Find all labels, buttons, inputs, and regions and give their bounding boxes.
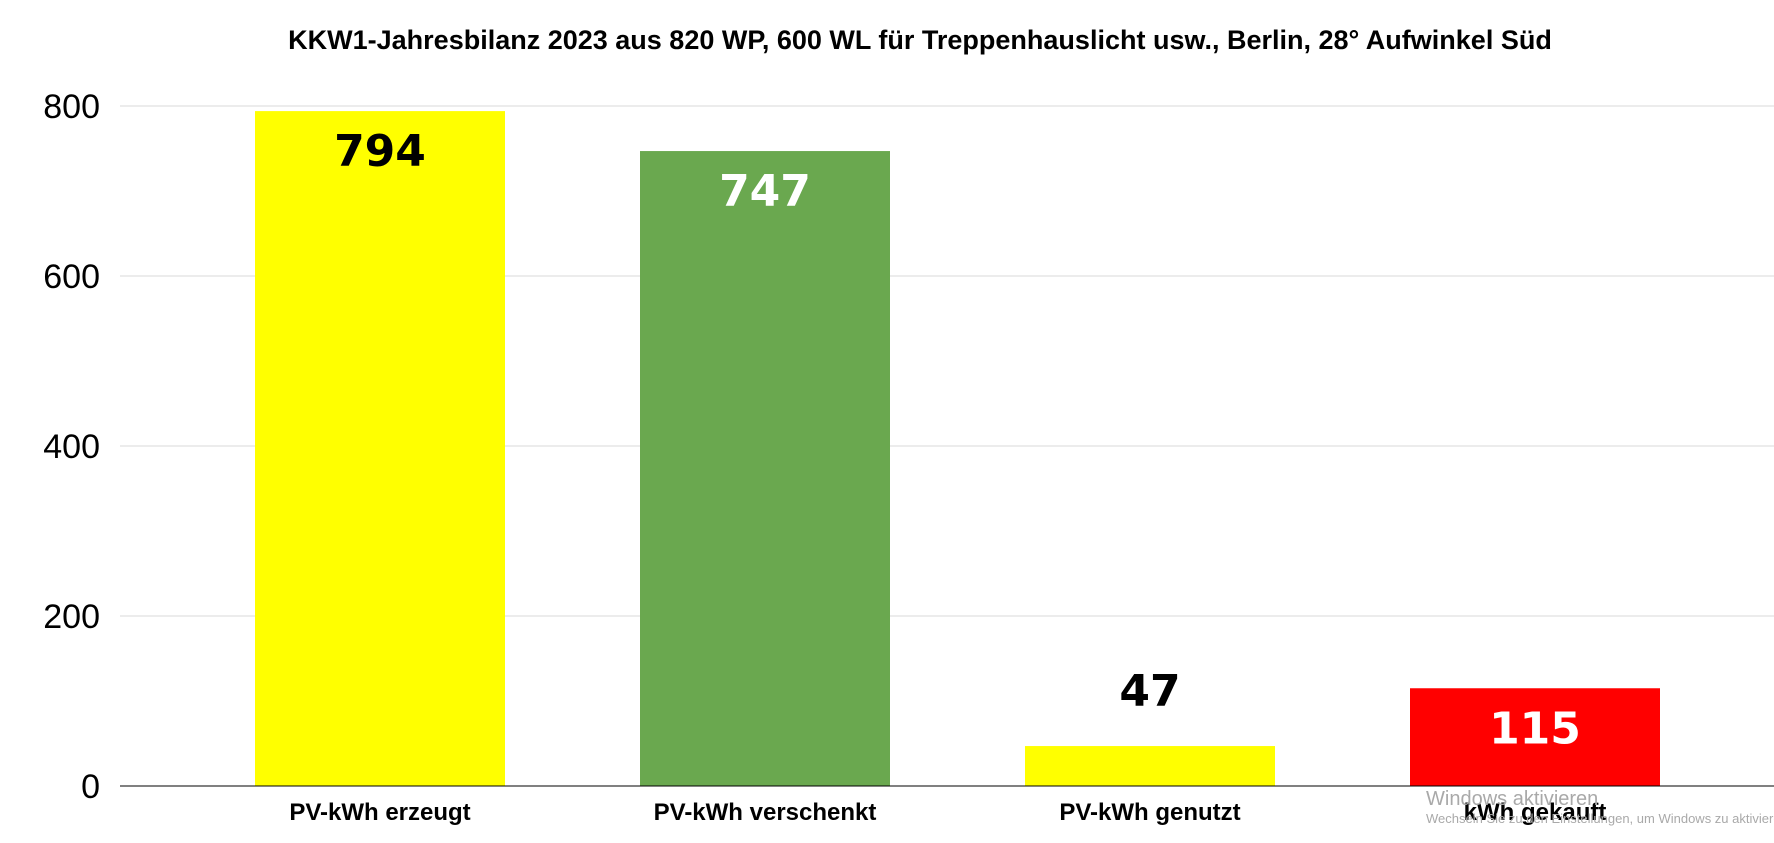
data-label: 115 [1489, 703, 1581, 754]
category-labels: PV-kWh erzeugt PV-kWh verschenkt PV-kWh ge… [289, 799, 1606, 826]
watermark-subtitle: Wechseln Sie zu den Einstellungen, um Wi… [1426, 811, 1774, 826]
bar [640, 151, 890, 787]
data-label: 794 [334, 126, 426, 177]
data-label: 747 [719, 166, 811, 217]
y-axis-ticks: 0 200 400 600 800 [43, 88, 100, 806]
chart-title: KKW1-Jahresbilanz 2023 aus 820 WP, 600 W… [288, 25, 1552, 55]
x-tick-label: kWh gekauft [1464, 799, 1607, 826]
x-tick-label: PV-kWh genutzt [1059, 799, 1240, 826]
y-tick-label: 600 [43, 258, 100, 296]
bar [255, 111, 505, 787]
y-tick-label: 400 [43, 428, 100, 466]
x-tick-label: PV-kWh erzeugt [289, 799, 470, 826]
y-tick-label: 0 [81, 768, 100, 806]
y-tick-label: 200 [43, 598, 100, 636]
bars [255, 111, 1660, 787]
value-labels: 794 747 47 115 [334, 126, 1581, 754]
y-tick-label: 800 [43, 88, 100, 126]
windows-activation-watermark: Windows aktivieren Wechseln Sie zu den E… [1426, 788, 1774, 826]
watermark-title: Windows aktivieren [1426, 788, 1598, 810]
x-tick-label: PV-kWh verschenkt [654, 799, 877, 826]
bar [1025, 746, 1275, 786]
data-label: 47 [1119, 666, 1180, 717]
bar [1410, 688, 1660, 786]
